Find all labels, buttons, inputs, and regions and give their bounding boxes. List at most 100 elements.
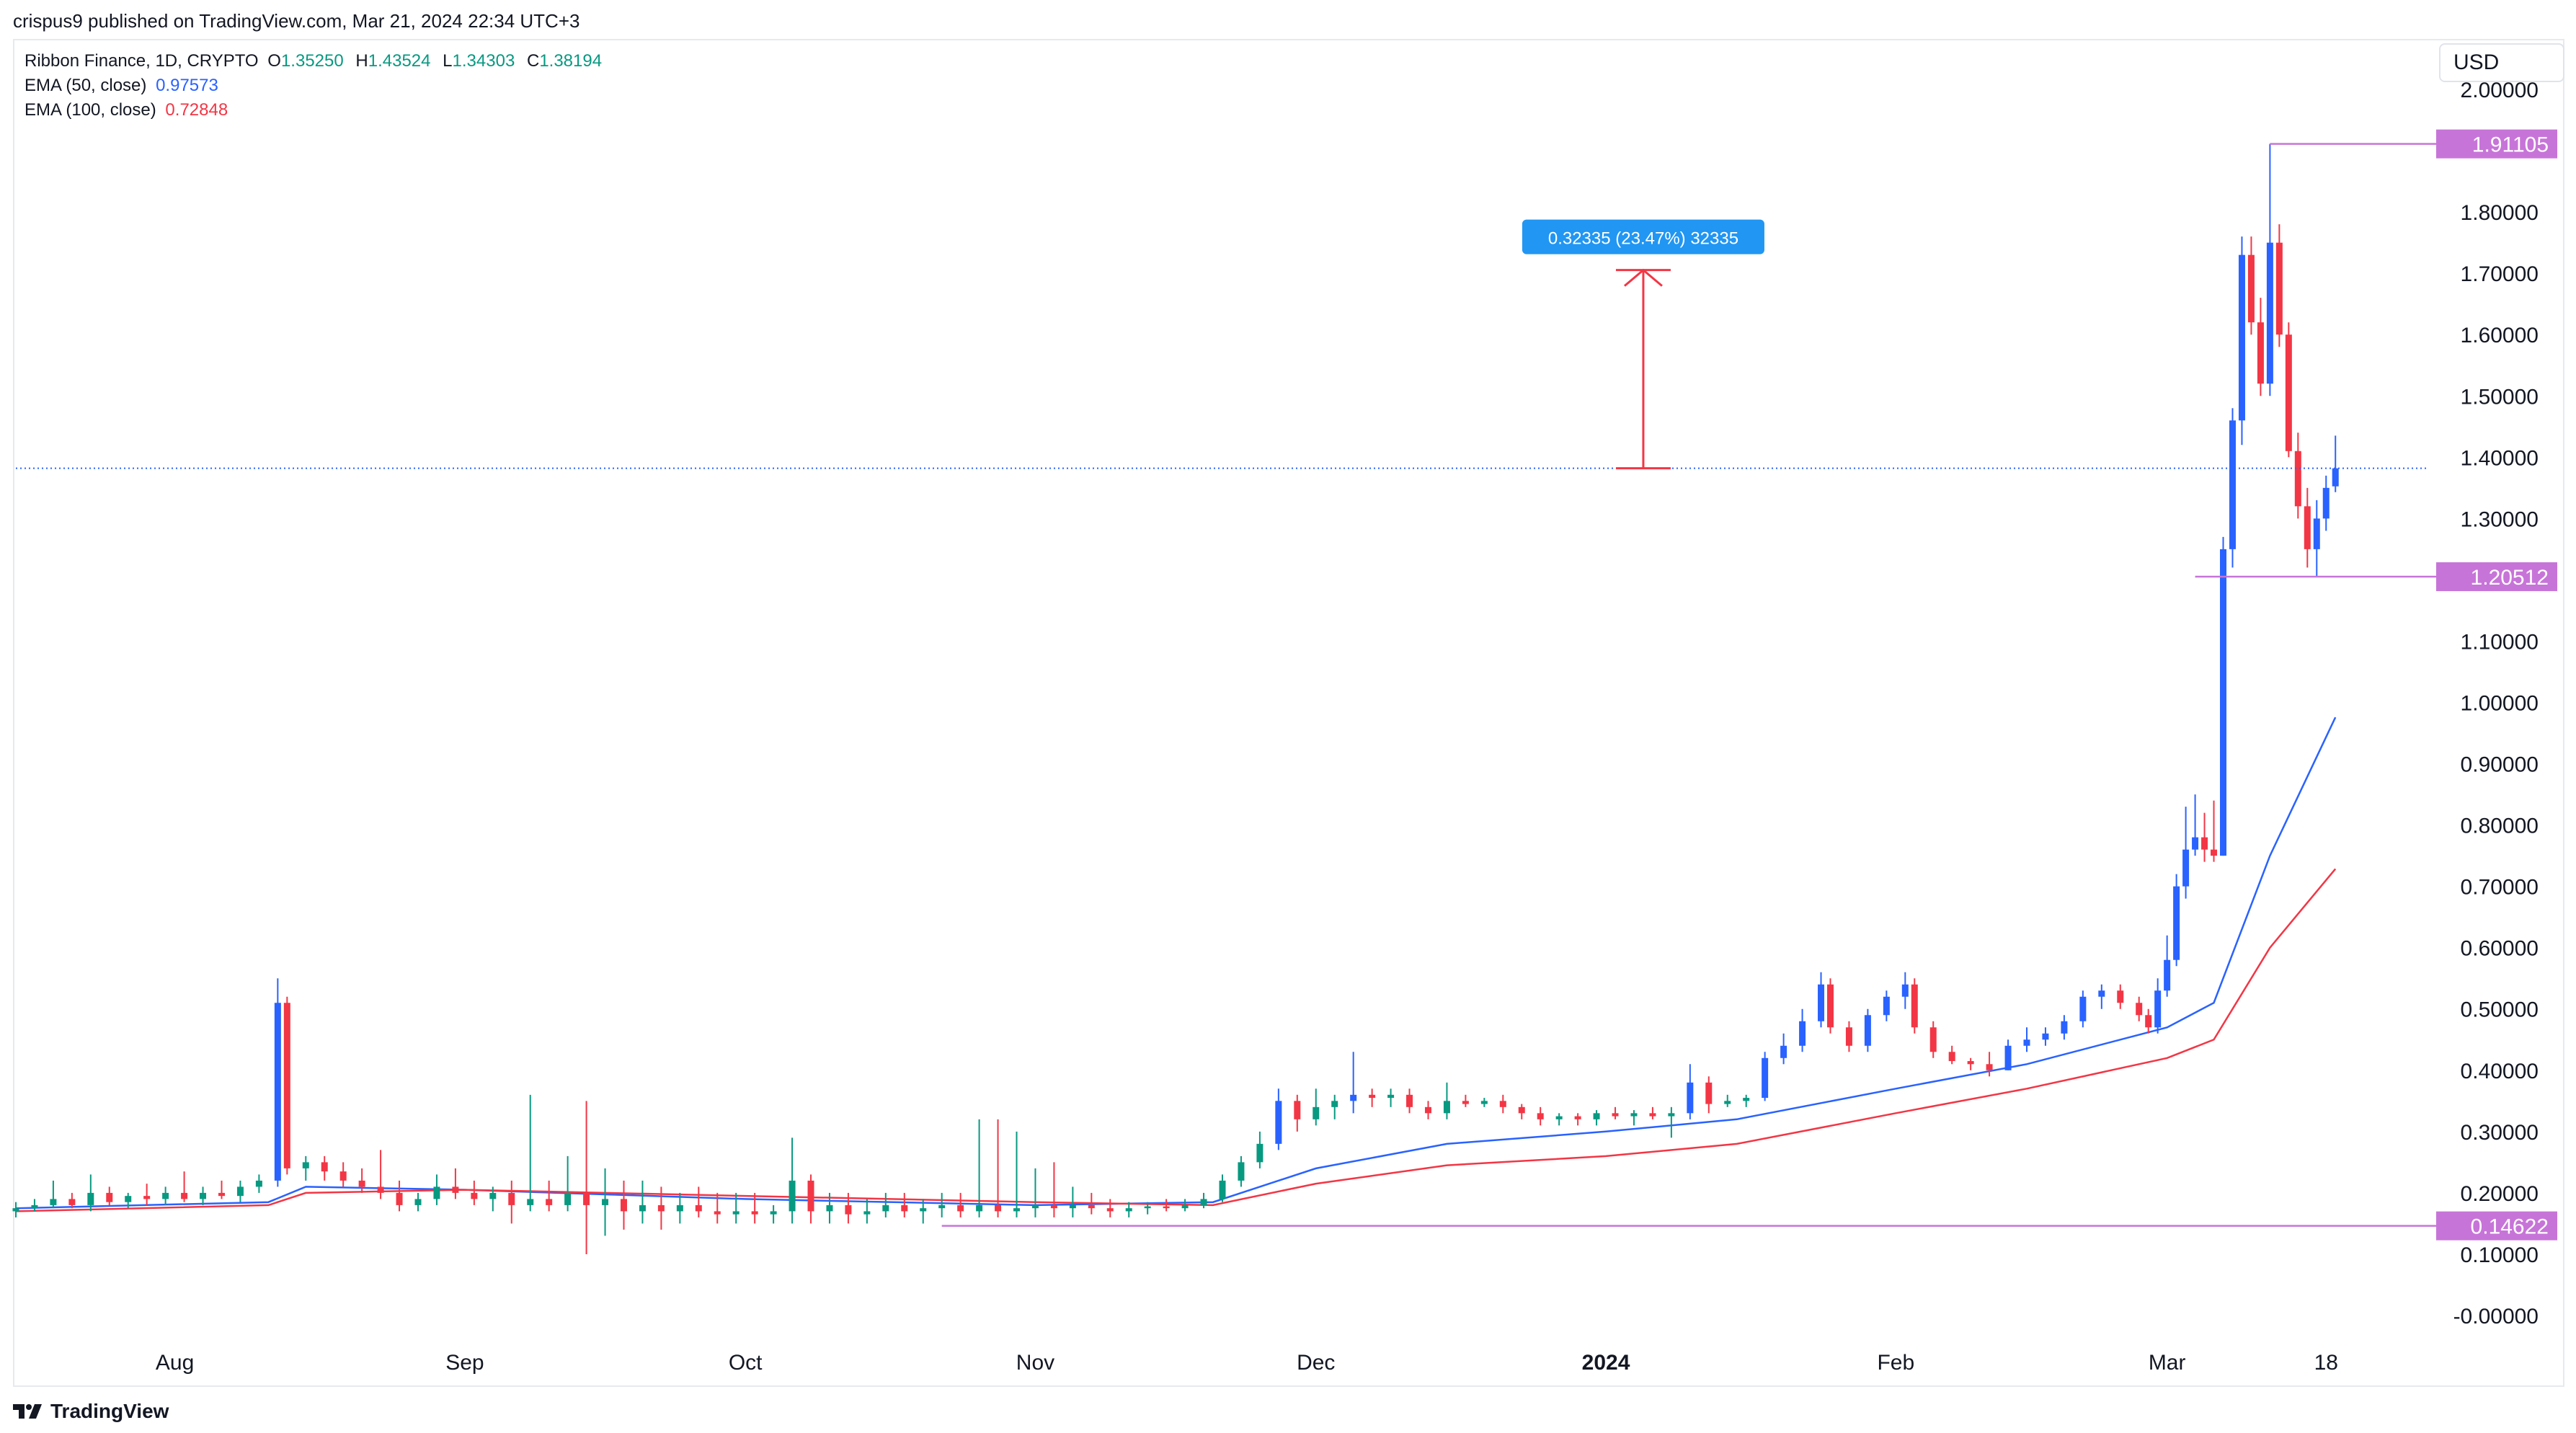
candle-body [31,1204,38,1209]
candle-body [882,1204,889,1212]
legend-ema100-row[interactable]: EMA (100, close) 0.72848 [25,98,609,123]
y-tick-label: 0.20000 [2461,1182,2539,1206]
candle-body [751,1211,758,1215]
y-tick-label: 0.60000 [2461,937,2539,961]
chart-frame[interactable] [13,39,2564,1387]
candle-body [2201,837,2208,850]
x-tick-label: Oct [729,1351,763,1375]
candle-body [2332,468,2339,487]
candle-body [2136,1003,2143,1016]
candle-body [1948,1052,1955,1062]
measure-label: 0.32335 (23.47%) 32335 [1548,229,1738,249]
open-value: 1.35250 [280,51,344,71]
candle-body [1069,1204,1076,1209]
candle-body [583,1192,590,1205]
y-tick-label: 0.50000 [2461,998,2539,1022]
candle-body [181,1192,188,1199]
ema50-line [15,716,2337,1210]
open-key: O [267,51,281,71]
candle-body [200,1192,207,1199]
candle-body [2257,322,2264,384]
candle-body [2117,990,2124,1003]
candle-body [1518,1106,1525,1114]
legend-ema50-row[interactable]: EMA (50, close) 0.97573 [25,74,609,98]
candle-body [452,1186,459,1193]
close-value: 1.38194 [539,51,603,71]
candle-body [1649,1113,1656,1117]
candle-body [2220,549,2227,856]
candle-body [1967,1061,1974,1065]
x-tick-label: Sep [445,1351,484,1375]
candle-body [1256,1143,1263,1163]
candle-body [1387,1094,1395,1099]
candle-body [2098,990,2105,997]
price-level-label: 1.20512 [2471,566,2549,590]
candle-body [938,1204,946,1209]
candle-body [1313,1106,1320,1119]
candle-body [901,1204,908,1212]
candle-body [2004,1045,2012,1070]
candle-body [2061,1021,2068,1034]
candle-body [1780,1045,1787,1058]
candle-body [255,1180,262,1187]
candle-body [2042,1033,2049,1040]
measure-label-bg [1522,219,1764,254]
candle-body [1013,1208,1021,1212]
x-tick-label: Feb [1877,1351,1914,1375]
candle-body [1219,1180,1226,1199]
candle-body [1350,1094,1357,1101]
high-key: H [355,51,368,71]
close-key: C [526,51,540,71]
candle-body [2238,254,2245,421]
low-key: L [443,51,453,71]
candle-body [1986,1064,1993,1070]
candle-body [1106,1208,1114,1212]
candle-body [639,1204,646,1212]
y-tick-label: 0.10000 [2461,1243,2539,1267]
price-level-label: 1.91105 [2472,133,2549,157]
candle-body [50,1199,57,1205]
x-tick-label: 2024 [1582,1351,1630,1375]
x-tick-label: Dec [1297,1351,1335,1375]
chart-legend: Ribbon Finance, 1D, CRYPTO O1.35250 H1.4… [25,49,609,123]
candle-body [283,1003,290,1168]
candle-body [863,1211,871,1215]
price-level-label-bg [2436,562,2557,592]
y-tick-label: -0.00000 [2453,1305,2539,1328]
candle-body [770,1211,777,1215]
y-tick-label: 2.00000 [2461,79,2539,102]
y-tick-label: 0.70000 [2461,876,2539,900]
candle-body [1163,1206,1170,1209]
candle-body [1555,1116,1563,1119]
candle-body [1181,1204,1189,1209]
y-tick-label: 0.90000 [2461,753,2539,777]
candle-body [12,1208,19,1212]
candle-body [1705,1082,1713,1104]
candle-body [274,1003,281,1181]
candle-body [807,1180,814,1212]
candle-body [1864,1015,1871,1046]
legend-symbol-row[interactable]: Ribbon Finance, 1D, CRYPTO O1.35250 H1.4… [25,49,609,74]
candle-body [2266,242,2273,384]
candle-body [1762,1057,1769,1099]
candle-body [1845,1027,1852,1046]
candle-body [546,1199,553,1205]
candle-body [358,1180,365,1187]
price-level-label-bg [2436,1211,2557,1241]
candle-body [339,1171,347,1181]
top-bar: crispus9 published on TradingView.com, M… [0,0,2576,39]
candle-body [1369,1094,1376,1099]
high-value: 1.43524 [368,51,431,71]
measure-arrowhead [1623,268,1663,287]
candle-body [2192,837,2199,850]
candle-body [2211,849,2218,856]
currency-selector[interactable]: USD [2439,43,2564,82]
candle-body [489,1192,497,1199]
candle-body [2023,1039,2030,1046]
candle-body [1612,1113,1619,1117]
ema50-value: 0.97573 [156,76,218,95]
candle-body [657,1204,665,1212]
candle-body [2173,886,2180,960]
candle-body [620,1199,627,1212]
